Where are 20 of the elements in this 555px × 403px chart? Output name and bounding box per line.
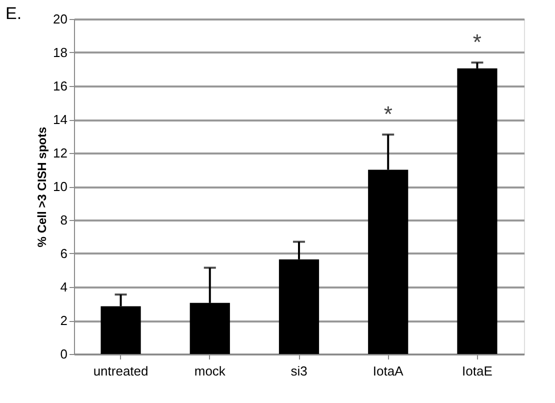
x-tick-label: mock bbox=[194, 364, 226, 378]
y-tick-label: 20 bbox=[53, 12, 68, 26]
x-tick-label: IotaA bbox=[372, 364, 404, 378]
y-tick-label: 12 bbox=[53, 146, 68, 160]
chart-title: E. bbox=[6, 4, 22, 23]
annotation: * bbox=[384, 102, 393, 127]
y-axis-title: % Cell >3 CISH spots bbox=[35, 126, 50, 248]
y-tick-label: 2 bbox=[60, 313, 68, 328]
y-tick-label: 14 bbox=[53, 112, 68, 127]
y-tick-label: 4 bbox=[60, 280, 68, 294]
x-tick-label: IotaE bbox=[462, 364, 493, 378]
y-tick-label: 18 bbox=[53, 45, 68, 60]
y-tick-label: 8 bbox=[60, 212, 68, 228]
y-tick-label: 10 bbox=[53, 179, 68, 194]
y-tick-label: 6 bbox=[60, 246, 68, 261]
y-tick-label: 16 bbox=[53, 78, 68, 94]
x-tick-label: untreated bbox=[93, 364, 148, 378]
annotation: * bbox=[472, 30, 482, 55]
x-tick-label: si3 bbox=[290, 364, 308, 378]
y-tick-label: 0 bbox=[60, 346, 68, 362]
